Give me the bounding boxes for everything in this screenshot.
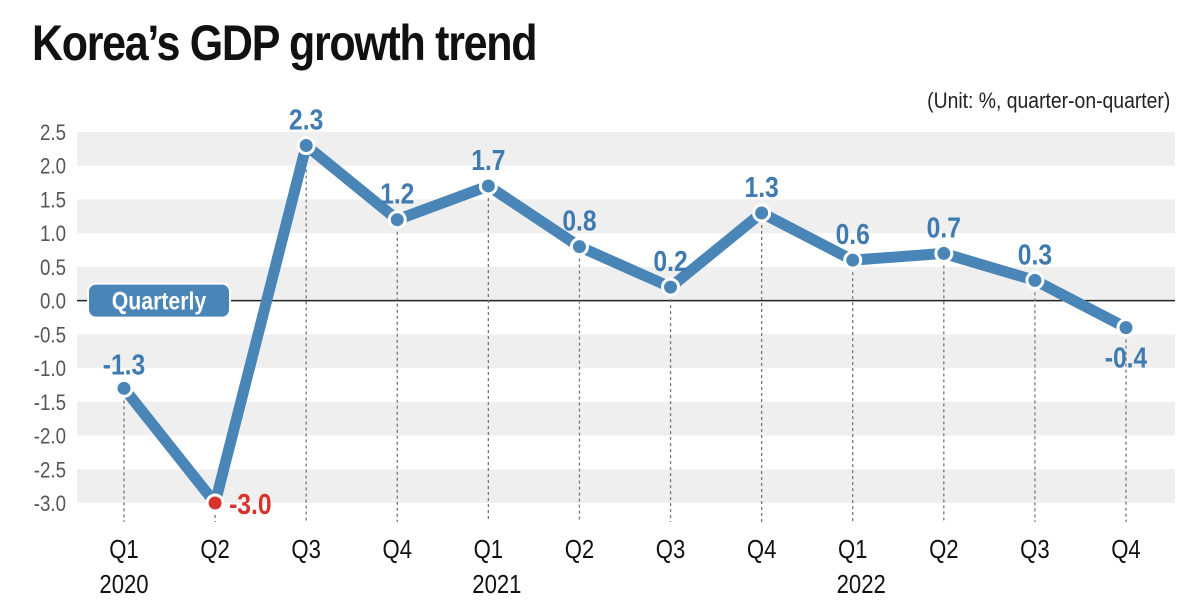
grid-band xyxy=(77,132,1175,166)
y-tick-label: -1.5 xyxy=(34,391,66,415)
data-point xyxy=(478,176,498,196)
grid-band xyxy=(77,334,1175,369)
x-tick-label: Q3 xyxy=(1020,535,1049,564)
grid-band xyxy=(77,469,1175,503)
y-tick-label: -0.5 xyxy=(34,324,66,348)
grid-band xyxy=(77,199,1175,234)
y-tick-label: 2.5 xyxy=(40,122,66,146)
x-tick-label: Q4 xyxy=(747,535,776,564)
data-point xyxy=(387,210,407,230)
data-point xyxy=(1116,318,1136,338)
chart-title: Korea’s GDP growth trend xyxy=(32,15,538,71)
x-tick-label: Q4 xyxy=(383,535,412,564)
y-tick-label: 1.5 xyxy=(40,189,66,213)
data-label: 0.8 xyxy=(562,205,596,237)
data-point xyxy=(114,378,134,398)
y-tick-label: 0.5 xyxy=(40,257,66,281)
y-tick-label: -2.5 xyxy=(34,459,66,483)
y-tick-label: 0.0 xyxy=(40,290,66,314)
x-tick-label: Q1 xyxy=(474,535,503,564)
series-badge xyxy=(87,282,231,319)
data-point xyxy=(569,237,589,257)
series-badge-label: Quarterly xyxy=(112,287,207,315)
data-label: 1.7 xyxy=(471,144,505,176)
series-line xyxy=(119,139,1129,509)
year-label: 2022 xyxy=(837,570,886,599)
x-tick-label: Q2 xyxy=(565,535,594,564)
grid-band xyxy=(77,401,1175,436)
data-label: -1.3 xyxy=(103,348,145,380)
data-point xyxy=(296,135,316,155)
x-tick-label: Q2 xyxy=(200,535,229,564)
data-label: -0.4 xyxy=(1105,342,1147,374)
y-tick-label: -1.0 xyxy=(34,358,66,382)
data-label: 1.3 xyxy=(745,171,779,203)
data-label: 0.6 xyxy=(836,218,870,250)
data-label: 0.3 xyxy=(1018,239,1052,271)
y-tick-label: -2.0 xyxy=(34,425,66,449)
y-tick-label: -3.0 xyxy=(34,493,66,517)
data-point xyxy=(205,493,225,513)
data-label: -3.0 xyxy=(229,488,271,520)
data-point xyxy=(934,243,954,263)
y-tick-label: 2.0 xyxy=(40,155,66,179)
y-tick-label: 1.0 xyxy=(40,223,66,247)
data-label: 0.2 xyxy=(653,245,687,277)
data-point xyxy=(843,250,863,270)
x-tick-label: Q3 xyxy=(291,535,320,564)
x-tick-label: Q1 xyxy=(838,535,867,564)
data-label: 1.2 xyxy=(380,178,414,210)
chart-unit-note: (Unit: %, quarter-on-quarter) xyxy=(926,88,1170,113)
x-tick-label: Q2 xyxy=(929,535,958,564)
x-tick-label: Q3 xyxy=(656,535,685,564)
data-point xyxy=(1025,270,1045,290)
x-tick-label: Q4 xyxy=(1111,535,1140,564)
year-label: 2021 xyxy=(472,570,521,599)
data-point xyxy=(661,277,681,297)
x-tick-label: Q1 xyxy=(109,535,138,564)
data-point xyxy=(752,203,772,223)
data-label: 0.7 xyxy=(927,212,961,244)
data-label: 2.3 xyxy=(289,104,323,136)
year-label: 2020 xyxy=(99,570,148,599)
